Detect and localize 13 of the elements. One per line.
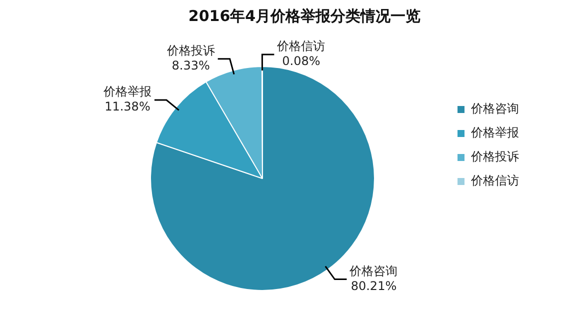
chart-title: 2016年4月价格举报分类情况一览	[188, 6, 421, 25]
legend-label: 价格投诉	[470, 150, 519, 164]
slice-label: 价格举报	[102, 84, 152, 99]
slice-label: 价格咨询	[348, 264, 398, 278]
data-label: 80.21%	[350, 278, 397, 293]
legend-label: 价格咨询	[470, 102, 519, 116]
slice-label: 价格信访	[276, 39, 326, 54]
legend-label: 价格信访	[470, 174, 519, 188]
legend-label: 价格举报	[470, 126, 519, 140]
data-label: 11.38%	[104, 100, 150, 114]
data-label: 8.33%	[172, 58, 210, 73]
slice-label: 价格投诉	[166, 44, 215, 58]
data-label: 0.08%	[282, 54, 320, 68]
